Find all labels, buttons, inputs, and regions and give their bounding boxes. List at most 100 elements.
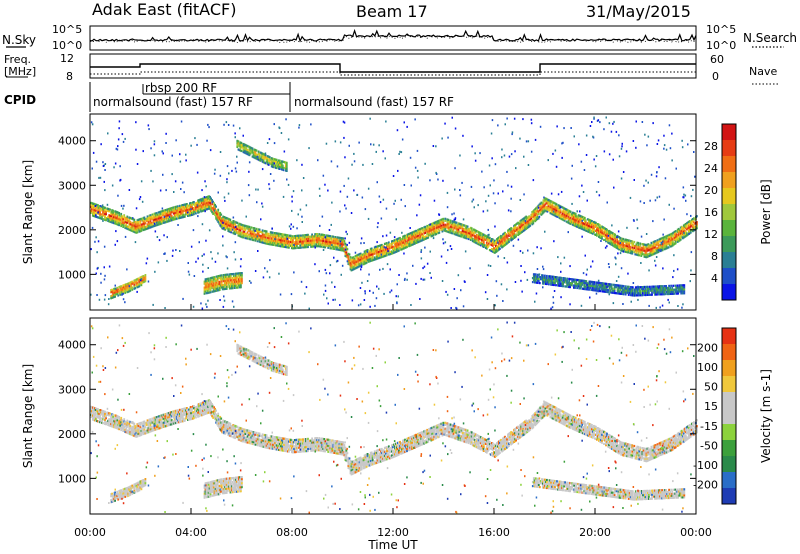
power-cell [206,204,208,207]
power-cell [255,237,258,240]
power-cell [599,234,601,237]
power-cell [670,239,673,242]
power-cell [373,258,376,261]
power-cell [322,239,325,242]
power-scatter [342,120,345,123]
power-cell [281,233,284,236]
power-cell [517,233,519,236]
power-cell [308,235,310,238]
power-cell [596,285,599,288]
power-cell [266,240,269,243]
power-cell [365,261,368,264]
power-cell [499,237,501,240]
power-cell [570,278,573,281]
power-cell [603,288,606,291]
power-cell [239,229,242,232]
power-cell [238,282,240,285]
power-cell [255,233,258,236]
power-cell [220,286,223,289]
power-cell [281,235,284,238]
power-cell [395,242,397,245]
power-cell [344,250,347,253]
power-scatter [580,304,583,307]
power-cell [122,286,125,289]
power-cell [305,246,307,249]
power-cell [233,226,236,229]
power-cell [139,230,142,233]
power-cell [541,208,544,211]
power-cell [611,287,614,290]
power-cell [613,241,615,244]
power-cell [228,281,231,284]
power-cell [579,225,582,228]
power-cell [126,287,129,290]
power-cell [249,146,252,149]
power-cell [214,203,216,207]
power-cell [681,233,684,236]
power-cell [183,203,186,206]
power-cell [546,278,548,282]
power-cell [265,230,268,233]
power-cell [679,284,682,287]
power-scatter [336,259,339,262]
power-scatter [314,246,316,249]
power-cell [473,230,476,234]
power-cell [391,246,393,249]
power-cell [556,207,559,210]
power-cell [606,284,609,288]
power-cell [207,203,209,206]
power-cell [279,164,282,167]
power-cell [373,248,376,251]
power-cell [117,223,120,226]
power-cell [135,280,138,283]
power-cell [561,282,563,286]
power-cell [327,244,330,247]
power-scatter [382,235,384,238]
power-cell [220,217,223,220]
power-cell [631,252,634,255]
power-cell [244,145,247,149]
power-cell [507,241,509,244]
power-cell [619,244,621,247]
power-cell [248,145,251,149]
power-cell [213,286,216,289]
power-scatter [648,269,650,272]
power-cell [129,216,132,220]
power-cell [319,239,322,242]
power-cell [577,214,580,217]
power-scatter [384,157,386,160]
power-cell [368,256,371,259]
power-cell [269,235,272,238]
power-scatter [341,264,344,267]
power-cell [206,279,209,282]
power-scatter [508,155,511,158]
power-cell [198,207,200,210]
power-cell [177,207,180,210]
power-cell [208,281,211,284]
power-cell [328,236,331,240]
power-cell [507,239,509,242]
power-cell [562,281,564,284]
power-cell [361,259,364,262]
power-cell [241,228,244,231]
power-cell [428,224,431,227]
power-cell [562,210,565,214]
power-cell [256,234,259,237]
power-cell [666,286,668,290]
power-cell [564,218,567,221]
power-cell [117,288,120,291]
power-cell [279,166,282,169]
power-cell [618,240,620,243]
power-cell [655,291,657,294]
power-cell [255,153,258,156]
power-cell [340,249,343,252]
power-cell [173,208,176,211]
power-cell [596,232,598,235]
power-cell [167,210,170,213]
power-cell [565,220,568,223]
power-cell [590,280,593,283]
power-cell [623,289,626,292]
power-cell [139,220,142,223]
power-cell [578,279,581,282]
power-cell [260,241,263,244]
